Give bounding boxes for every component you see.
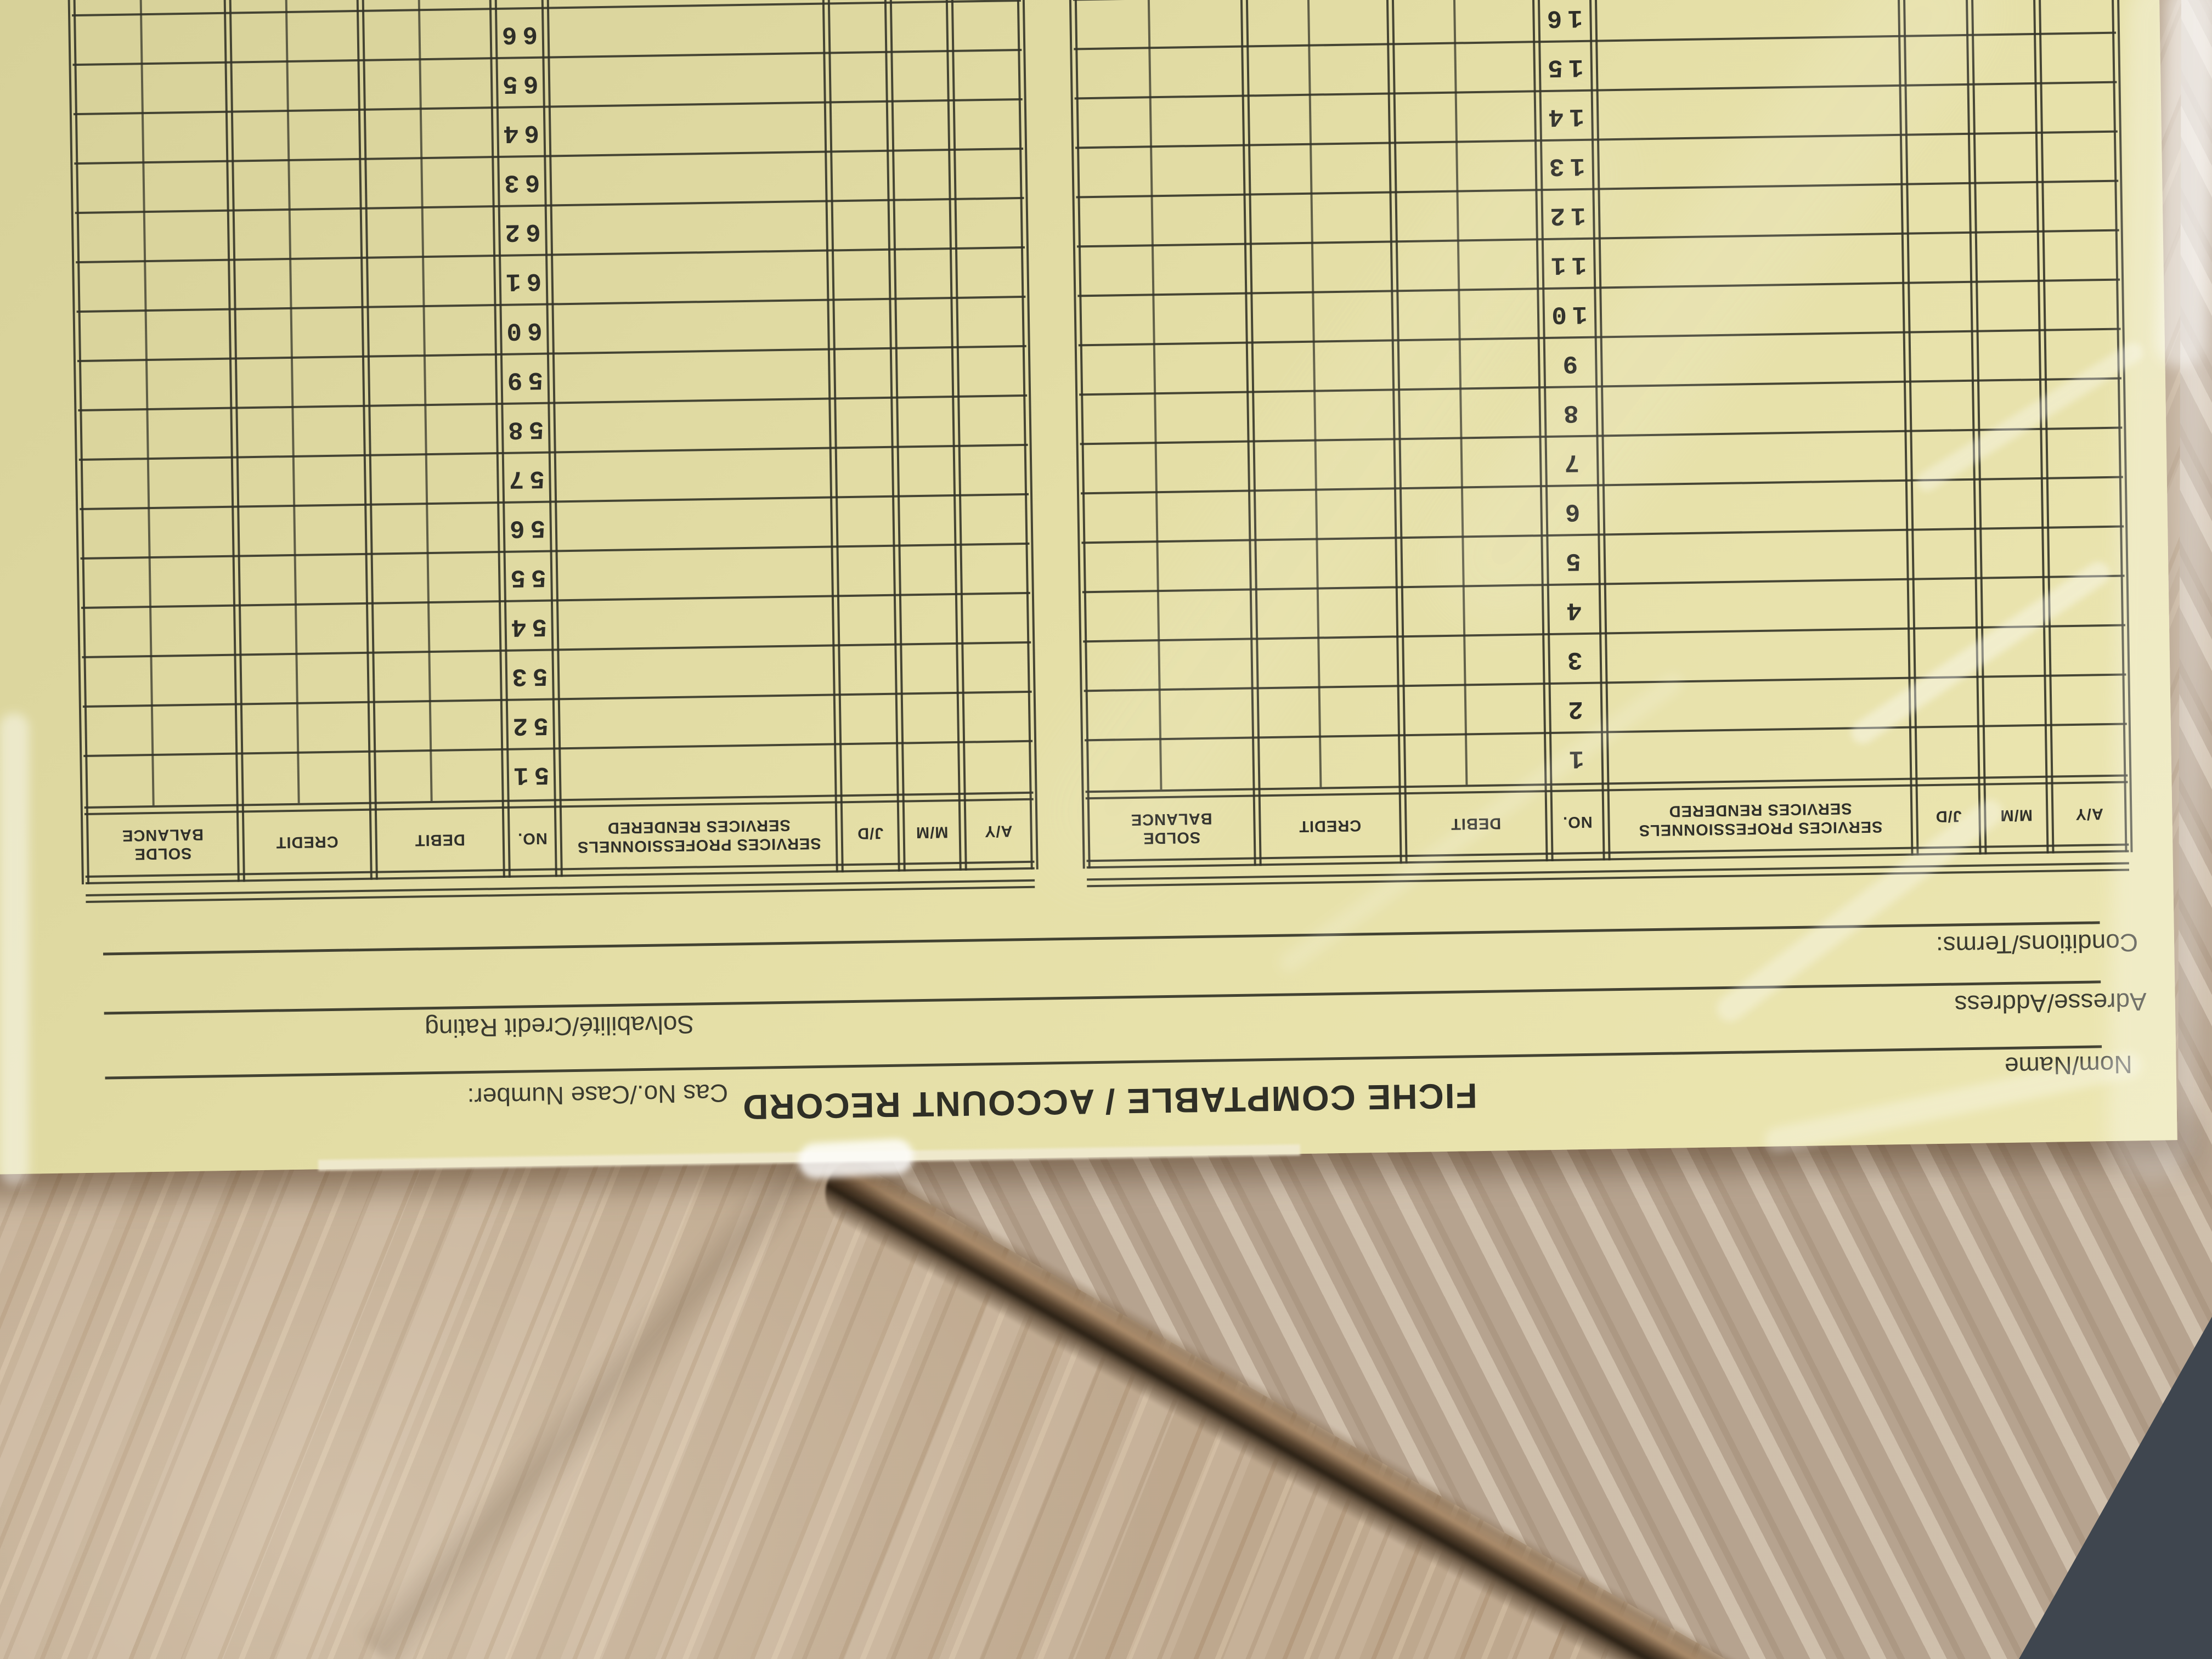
column-divider xyxy=(66,0,89,885)
header-cell-no: NO. xyxy=(506,809,559,867)
header-label: CREDIT xyxy=(275,832,338,851)
account-table-rows-51-100: A/Y M/M J/D SERVICES PROFESSIONNELS SERVICES… xyxy=(66,0,1039,903)
header-cell-year: A/Y xyxy=(962,802,1034,861)
cents-divider xyxy=(416,0,433,802)
row-number-cell: 64 xyxy=(498,118,540,148)
form-title: FICHE COMPTABLE / ACCOUNT RECORD xyxy=(741,1076,1478,1127)
row-number-cell: 60 xyxy=(500,315,543,345)
header-label: DEBIT xyxy=(414,831,466,849)
row-number-cell: 54 xyxy=(505,612,548,641)
header-cell-day: J/D xyxy=(839,804,901,863)
row-number-cell: 56 xyxy=(504,513,546,543)
header-cell-no: NO. xyxy=(1548,792,1606,851)
header-label: BALANCE xyxy=(121,825,204,844)
header-cell-debit: DEBIT xyxy=(373,810,507,870)
column-divider xyxy=(821,0,844,873)
row-number-cell: 65 xyxy=(496,69,539,98)
header-label: M/M xyxy=(2000,806,2033,825)
header-cell-services: SERVICES PROFESSIONNELS SERVICES RENDERED xyxy=(1606,788,1915,851)
row-number-cell: 15 xyxy=(1542,52,1584,82)
wrap-glare-streak xyxy=(797,1138,915,1180)
row-number-cell: 53 xyxy=(506,661,548,691)
row-number-cell: 16 xyxy=(1541,3,1583,33)
header-cell-balance: SOLDE BALANCE xyxy=(84,814,241,874)
column-divider xyxy=(883,0,906,872)
row-number-cell: 62 xyxy=(499,217,541,246)
case-number-label: Cas No./Case Number: xyxy=(467,1079,729,1112)
table-seam-soft-shadow xyxy=(355,1112,856,1659)
header-label: A/Y xyxy=(2075,805,2104,823)
column-divider xyxy=(1015,0,1039,870)
credit-rating-label: Solvabilité/Credit Rating xyxy=(424,1010,695,1043)
row-number-cell: 61 xyxy=(500,266,542,296)
header-cell-month: M/M xyxy=(901,803,963,862)
row-number-cell: 3 xyxy=(1561,645,1583,674)
row-number-cell: 67 xyxy=(493,0,546,10)
header-label: M/M xyxy=(915,823,949,842)
header-label: SERVICES PROFESSIONNELS xyxy=(577,834,821,856)
row-number-cell: 63 xyxy=(498,167,540,197)
header-label: SOLDE xyxy=(134,844,192,863)
row-number-cell: 66 xyxy=(496,19,538,49)
header-label: A/Y xyxy=(984,822,1013,840)
header-label: SERVICES RENDERED xyxy=(607,816,791,837)
row-number-cell: 55 xyxy=(504,562,547,592)
column-divider xyxy=(222,0,245,882)
header-label: NO. xyxy=(517,829,548,848)
row-number-cell: 59 xyxy=(501,365,544,394)
header-label: CREDIT xyxy=(1298,816,1362,836)
column-divider xyxy=(355,0,378,880)
terms-label: Conditions/Terms: xyxy=(1936,928,2138,960)
header-cell-credit: CREDIT xyxy=(240,812,374,872)
cents-divider xyxy=(284,0,300,803)
header-label: SERVICES RENDERED xyxy=(1668,799,1852,820)
header-label: J/D xyxy=(856,824,884,842)
row-number-cell: 51 xyxy=(507,760,550,789)
wrap-glare-streak xyxy=(0,713,29,1185)
header-cell-services: SERVICES PROFESSIONNELS SERVICES RENDERED xyxy=(558,804,840,867)
row-number-cell: 52 xyxy=(507,710,549,740)
header-label: NO. xyxy=(1562,812,1593,831)
row-number-cell: 57 xyxy=(503,464,545,493)
row-number-cell: 58 xyxy=(502,414,544,444)
header-label: SERVICES PROFESSIONNELS xyxy=(1638,817,1883,839)
cents-divider xyxy=(138,0,155,806)
name-field-line xyxy=(105,1045,2102,1080)
header-cell-credit: CREDIT xyxy=(1256,795,1403,856)
address-field-line xyxy=(104,980,2101,1015)
column-divider xyxy=(944,0,968,871)
